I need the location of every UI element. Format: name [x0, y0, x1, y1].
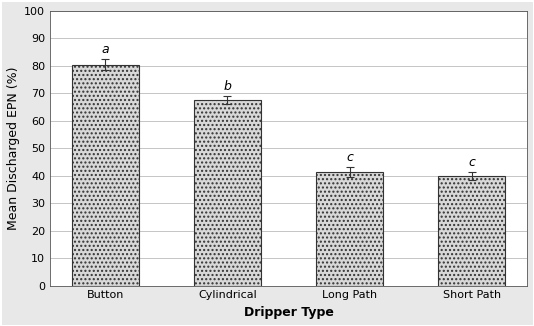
Text: c: c	[346, 151, 353, 164]
Y-axis label: Mean Discharged EPN (%): Mean Discharged EPN (%)	[7, 67, 20, 230]
X-axis label: Dripper Type: Dripper Type	[244, 306, 333, 319]
Bar	[194, 100, 261, 286]
Text: c: c	[468, 156, 475, 169]
Text: b: b	[224, 80, 231, 93]
Bar	[438, 176, 505, 286]
Text: a: a	[101, 43, 109, 56]
Bar	[316, 172, 383, 286]
Bar	[72, 65, 139, 286]
